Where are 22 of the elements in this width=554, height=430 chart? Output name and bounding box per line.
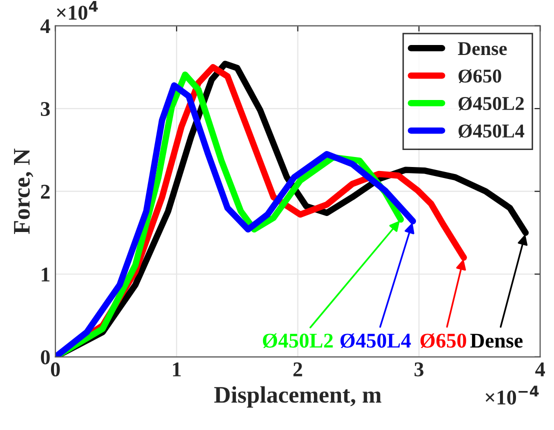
legend-label: Ø650 [458, 69, 502, 83]
x-tick-label: 2 [293, 362, 302, 376]
annotation: Dense [470, 334, 523, 348]
x-tick-label: 0 [50, 362, 60, 376]
text: ×10$^{4}$ [56, 0, 98, 20]
y-tick-label: 4 [40, 19, 50, 34]
annotation: Ø450L4 [340, 333, 411, 348]
y-tick-label: 0 [40, 350, 50, 364]
text: ×10$^{−4}$ [486, 386, 539, 405]
legend-label: Ø450L4 [458, 124, 524, 138]
x-tick-label: 3 [414, 362, 424, 376]
x-tick-label: 4 [535, 362, 545, 376]
legend-label: Dense [458, 42, 507, 56]
legend-label: Ø450L2 [458, 96, 524, 110]
x-axis-title: Displacement, m [214, 386, 382, 408]
x-tick-label: 1 [173, 362, 181, 376]
y-tick-label: 3 [40, 102, 50, 116]
y-axis-title: Force, N [14, 148, 34, 234]
y-tick-label: 1 [42, 268, 50, 282]
y-tick-label: 2 [41, 184, 50, 199]
annotation: Ø450L2 [262, 333, 333, 348]
annotation: Ø650 [420, 333, 466, 348]
